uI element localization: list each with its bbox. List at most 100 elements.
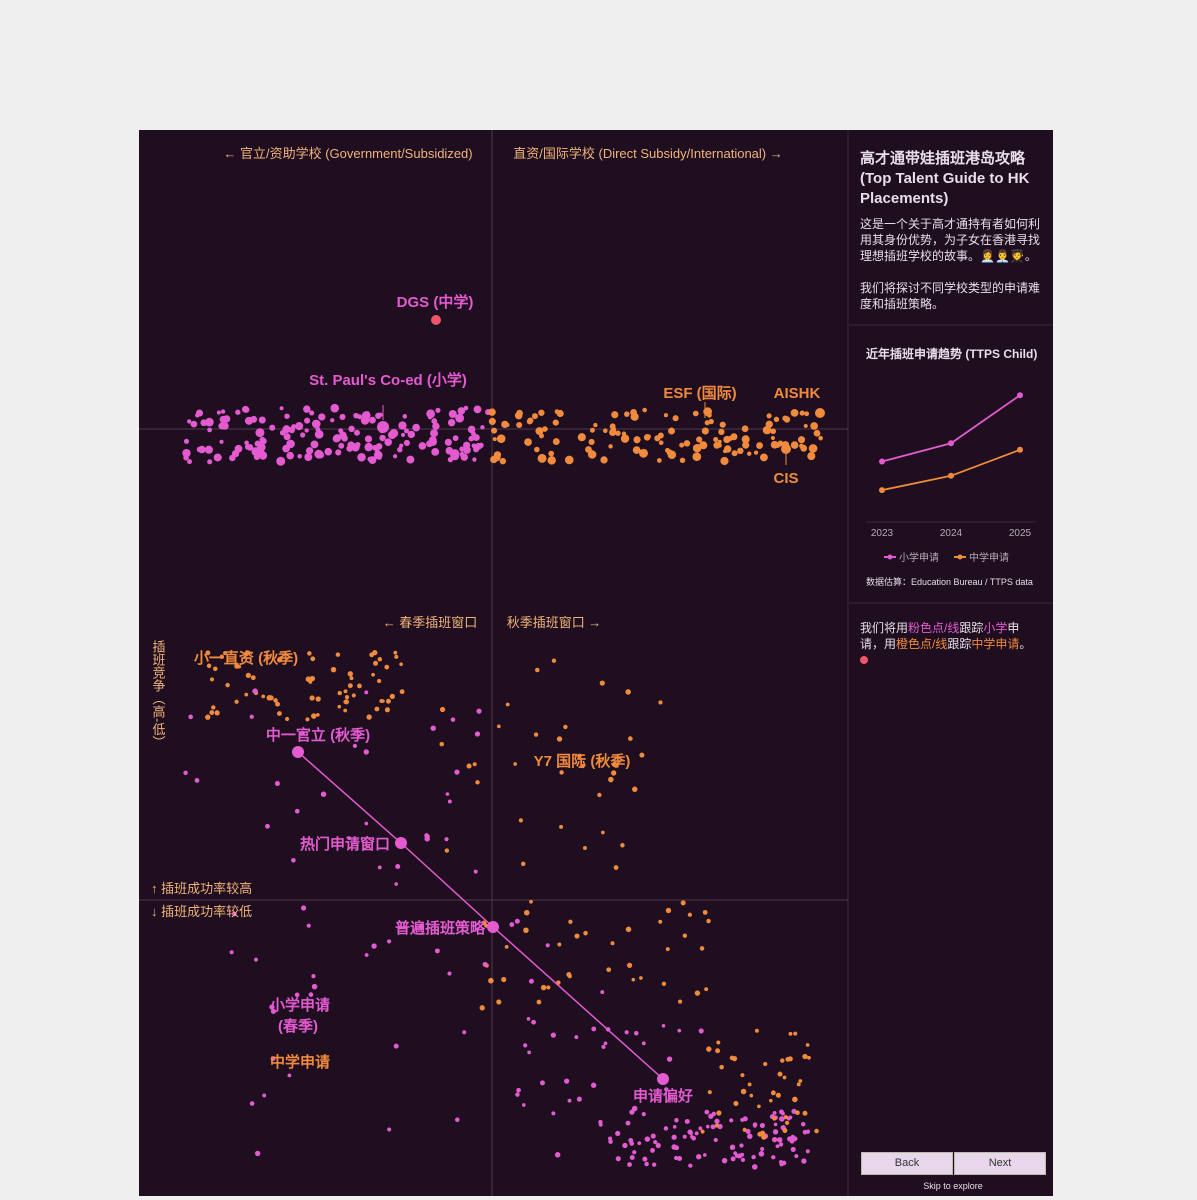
dot xyxy=(384,707,390,713)
dot xyxy=(563,724,568,730)
point xyxy=(948,440,954,447)
dot xyxy=(551,658,557,663)
dot xyxy=(196,446,203,453)
dot xyxy=(777,1071,783,1077)
dot xyxy=(207,427,213,433)
dot xyxy=(770,1090,776,1096)
dot xyxy=(337,704,342,709)
dot xyxy=(294,992,300,998)
dot xyxy=(366,714,372,720)
dot xyxy=(661,1023,666,1028)
dot xyxy=(745,1128,751,1134)
dot xyxy=(799,410,805,416)
dot xyxy=(516,1087,521,1093)
dot xyxy=(628,1137,634,1143)
dot xyxy=(270,1008,276,1014)
dot xyxy=(737,447,744,455)
dot xyxy=(780,1058,785,1063)
dot xyxy=(488,417,496,425)
dot xyxy=(771,1155,776,1160)
dot xyxy=(521,861,526,867)
dot xyxy=(773,1122,778,1127)
dot xyxy=(807,1055,811,1060)
axis-label: ↑ 插班成功率较高 xyxy=(151,881,252,896)
skip-link[interactable]: Skip to explore xyxy=(923,1181,983,1191)
dot xyxy=(760,453,768,462)
dot xyxy=(399,689,405,695)
dot xyxy=(309,695,315,701)
dot xyxy=(372,660,379,666)
dot xyxy=(729,1118,734,1123)
dot xyxy=(235,409,241,415)
dot xyxy=(339,413,346,420)
dot xyxy=(568,919,573,924)
dot xyxy=(194,778,200,783)
dot xyxy=(626,962,633,968)
dot xyxy=(715,1048,721,1054)
dot xyxy=(644,1136,651,1142)
dot xyxy=(266,695,273,701)
dot xyxy=(773,416,780,423)
dot xyxy=(807,452,816,461)
dot xyxy=(753,450,759,455)
dot xyxy=(747,451,752,456)
dot xyxy=(671,1134,677,1140)
dot xyxy=(658,440,664,446)
dot xyxy=(387,1127,392,1132)
dot xyxy=(482,961,488,967)
back-button[interactable]: Back xyxy=(861,1152,953,1175)
dot xyxy=(551,1111,556,1116)
dot xyxy=(444,438,452,446)
dot xyxy=(574,933,580,939)
dot xyxy=(747,1082,752,1087)
dot xyxy=(574,1035,579,1040)
dot xyxy=(818,435,823,441)
dot xyxy=(284,413,290,419)
dot xyxy=(431,448,440,456)
dot xyxy=(399,443,404,448)
dot xyxy=(650,1133,656,1139)
dot xyxy=(664,1087,669,1092)
dot xyxy=(762,425,772,435)
dot xyxy=(473,405,482,414)
mini-chart: 2023 2024 2025 小学申请 中学申请 xyxy=(866,392,1036,564)
dot xyxy=(446,449,452,455)
dot xyxy=(679,442,685,448)
path-line xyxy=(297,751,664,1080)
dot xyxy=(740,1157,746,1163)
dot xyxy=(698,1126,703,1131)
dot xyxy=(749,1093,754,1098)
dot xyxy=(450,717,456,722)
dot xyxy=(186,419,192,424)
dot xyxy=(590,1082,597,1088)
next-button[interactable]: Next xyxy=(954,1152,1046,1175)
note-text: 跟踪 xyxy=(959,621,984,635)
dot xyxy=(724,445,732,453)
dot xyxy=(183,438,190,444)
dot xyxy=(286,439,295,449)
dot xyxy=(770,440,779,449)
dot xyxy=(497,724,501,729)
dot xyxy=(714,1123,720,1128)
dot xyxy=(526,1017,531,1021)
dot xyxy=(348,425,355,433)
dot xyxy=(779,1116,785,1122)
axis-label: 直资/国际学校 (Direct Subsidy/International) → xyxy=(513,146,782,161)
dot xyxy=(539,433,544,439)
dot xyxy=(430,429,439,438)
dot xyxy=(306,923,311,928)
dot xyxy=(449,411,456,418)
dot xyxy=(534,446,540,453)
dot xyxy=(758,1151,765,1157)
dot xyxy=(243,651,249,657)
dot xyxy=(375,443,383,450)
dot xyxy=(775,1092,781,1098)
dot xyxy=(557,942,562,947)
dot xyxy=(213,453,222,462)
dot xyxy=(644,1161,649,1167)
dot xyxy=(245,672,252,679)
dot xyxy=(535,667,540,673)
dot xyxy=(444,837,449,842)
dot xyxy=(802,1129,808,1135)
